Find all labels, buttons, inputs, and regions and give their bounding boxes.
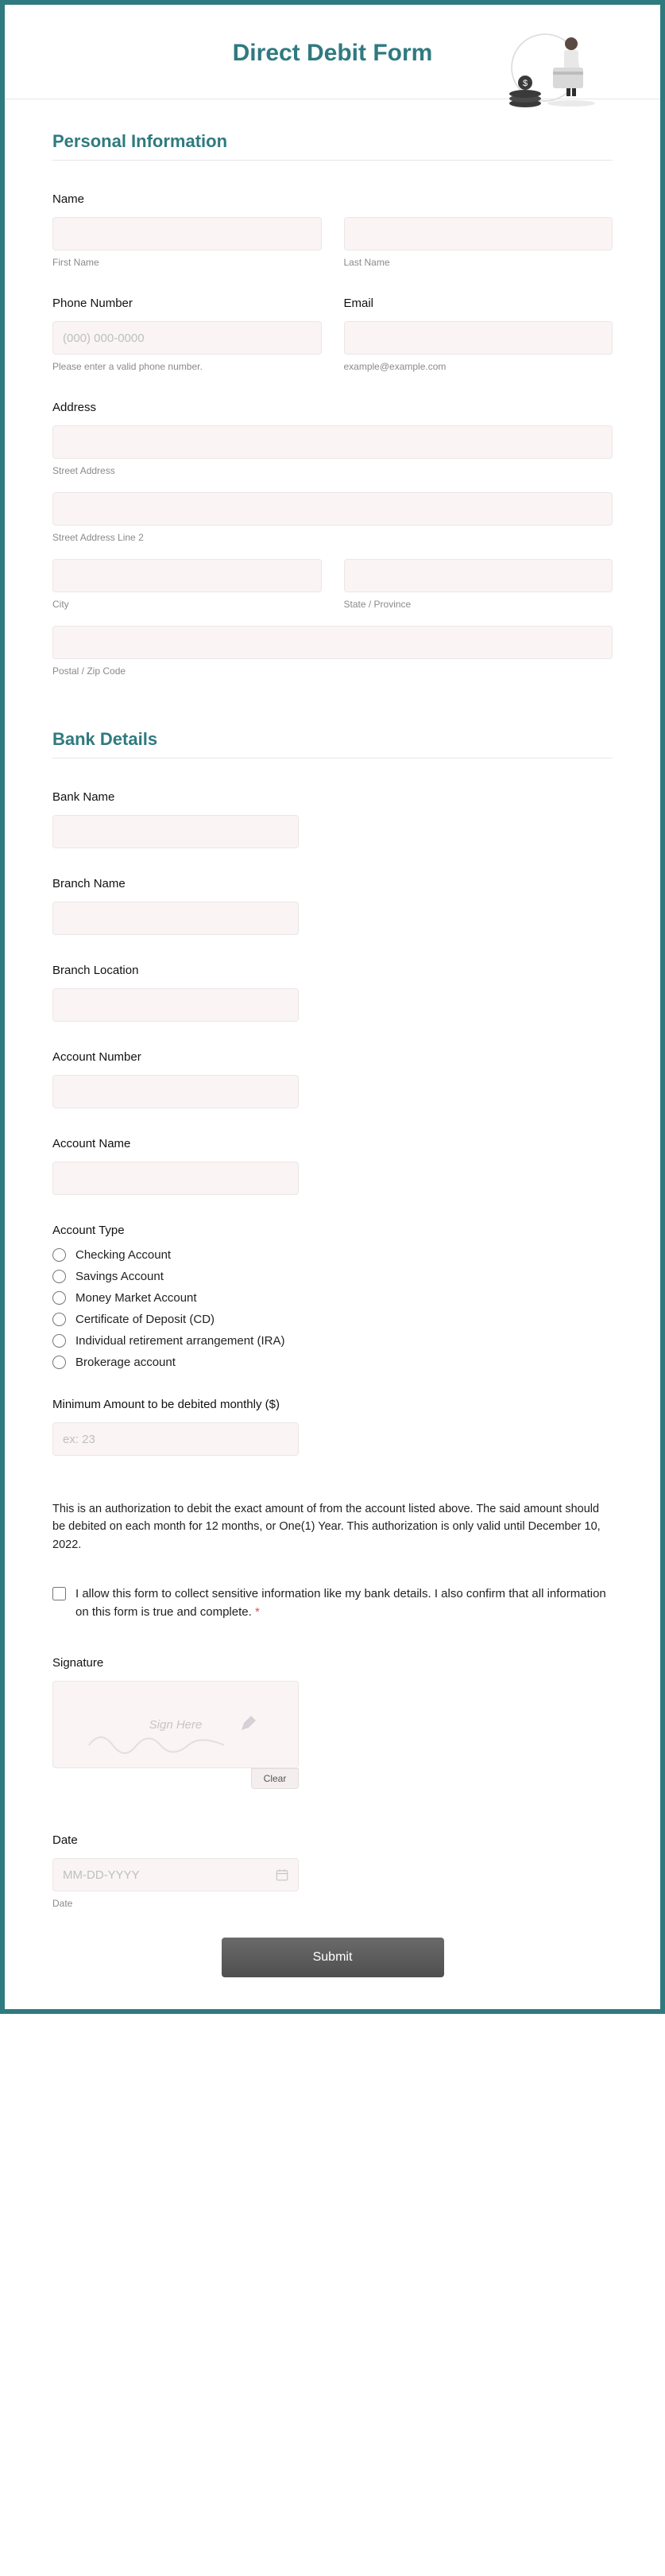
phone-input[interactable] xyxy=(52,321,322,355)
date-label: Date xyxy=(52,1833,613,1847)
phone-hint: Please enter a valid phone number. xyxy=(52,361,322,372)
min-amount-label: Minimum Amount to be debited monthly ($) xyxy=(52,1398,613,1411)
first-name-sublabel: First Name xyxy=(52,257,322,268)
consent-row: I allow this form to collect sensitive i… xyxy=(52,1585,613,1621)
account-type-radio-2[interactable] xyxy=(52,1291,66,1305)
name-group: Name First Name Last Name xyxy=(52,192,613,268)
section-personal-title: Personal Information xyxy=(52,131,613,152)
submit-button[interactable]: Submit xyxy=(222,1938,444,1977)
phone-email-group: Phone Number Please enter a valid phone … xyxy=(52,297,613,372)
city-input[interactable] xyxy=(52,559,322,592)
account-type-text-5: Brokerage account xyxy=(75,1356,176,1369)
account-type-text-0: Checking Account xyxy=(75,1248,171,1262)
account-type-radio-3[interactable] xyxy=(52,1313,66,1326)
email-input[interactable] xyxy=(344,321,613,355)
account-type-text-2: Money Market Account xyxy=(75,1291,197,1305)
street2-sublabel: Street Address Line 2 xyxy=(52,532,613,543)
city-sublabel: City xyxy=(52,599,322,610)
form-header: Direct Debit Form $ xyxy=(5,24,660,99)
account-type-radio-0[interactable] xyxy=(52,1248,66,1262)
street2-input[interactable] xyxy=(52,492,613,526)
svg-text:$: $ xyxy=(523,79,528,88)
branch-name-group: Branch Name xyxy=(52,877,613,935)
date-input[interactable] xyxy=(52,1858,299,1891)
consent-label: I allow this form to collect sensitive i… xyxy=(75,1585,613,1621)
branch-location-input[interactable] xyxy=(52,988,299,1022)
account-number-group: Account Number xyxy=(52,1050,613,1108)
email-hint: example@example.com xyxy=(344,361,613,372)
account-type-option: Savings Account xyxy=(52,1270,613,1283)
account-type-radio-5[interactable] xyxy=(52,1356,66,1369)
pen-icon xyxy=(239,1713,258,1732)
last-name-input[interactable] xyxy=(344,217,613,250)
account-type-option: Certificate of Deposit (CD) xyxy=(52,1313,613,1326)
signature-group: Signature Sign Here Clear xyxy=(52,1656,613,1789)
min-amount-input[interactable] xyxy=(52,1422,299,1456)
form-content: Personal Information Name First Name Las… xyxy=(5,99,660,1977)
date-sublabel: Date xyxy=(52,1898,613,1909)
name-label: Name xyxy=(52,192,613,206)
postal-input[interactable] xyxy=(52,626,613,659)
state-sublabel: State / Province xyxy=(344,599,613,610)
account-name-label: Account Name xyxy=(52,1137,613,1150)
consent-text: I allow this form to collect sensitive i… xyxy=(75,1587,606,1619)
account-type-group: Account Type Checking Account Savings Ac… xyxy=(52,1224,613,1369)
account-type-radio-4[interactable] xyxy=(52,1334,66,1348)
street1-input[interactable] xyxy=(52,425,613,459)
submit-row: Submit xyxy=(52,1938,613,1977)
branch-location-label: Branch Location xyxy=(52,964,613,977)
account-number-label: Account Number xyxy=(52,1050,613,1064)
branch-name-input[interactable] xyxy=(52,902,299,935)
last-name-sublabel: Last Name xyxy=(344,257,613,268)
account-type-text-1: Savings Account xyxy=(75,1270,164,1283)
address-label: Address xyxy=(52,401,613,414)
account-type-option: Individual retirement arrangement (IRA) xyxy=(52,1334,613,1348)
authorization-text: This is an authorization to debit the ex… xyxy=(52,1500,613,1554)
section-personal-divider xyxy=(52,160,613,161)
phone-label: Phone Number xyxy=(52,297,322,310)
signature-label: Signature xyxy=(52,1656,613,1670)
bank-name-input[interactable] xyxy=(52,815,299,848)
account-type-text-4: Individual retirement arrangement (IRA) xyxy=(75,1334,284,1348)
signature-scribble-icon xyxy=(85,1725,228,1754)
account-type-label: Account Type xyxy=(52,1224,613,1237)
branch-name-label: Branch Name xyxy=(52,877,613,890)
signature-pad[interactable]: Sign Here xyxy=(52,1681,299,1768)
state-input[interactable] xyxy=(344,559,613,592)
section-bank-title: Bank Details xyxy=(52,729,613,750)
branch-location-group: Branch Location xyxy=(52,964,613,1022)
account-name-input[interactable] xyxy=(52,1162,299,1195)
form-container: Direct Debit Form $ Personal Information… xyxy=(0,0,665,2014)
date-group: Date Date xyxy=(52,1833,613,1909)
bank-name-group: Bank Name xyxy=(52,790,613,848)
consent-checkbox[interactable] xyxy=(52,1587,66,1600)
account-name-group: Account Name xyxy=(52,1137,613,1195)
required-mark: * xyxy=(255,1605,260,1619)
bank-name-label: Bank Name xyxy=(52,790,613,804)
account-type-text-3: Certificate of Deposit (CD) xyxy=(75,1313,215,1326)
account-type-option: Brokerage account xyxy=(52,1356,613,1369)
page-title: Direct Debit Form xyxy=(233,40,433,67)
account-number-input[interactable] xyxy=(52,1075,299,1108)
min-amount-group: Minimum Amount to be debited monthly ($) xyxy=(52,1398,613,1456)
street1-sublabel: Street Address xyxy=(52,465,613,476)
first-name-input[interactable] xyxy=(52,217,322,250)
account-type-radio-1[interactable] xyxy=(52,1270,66,1283)
clear-signature-button[interactable]: Clear xyxy=(251,1768,299,1789)
header-illustration: $ xyxy=(477,24,613,119)
address-group: Address Street Address Street Address Li… xyxy=(52,401,613,677)
account-type-option: Money Market Account xyxy=(52,1291,613,1305)
account-type-option: Checking Account xyxy=(52,1248,613,1262)
postal-sublabel: Postal / Zip Code xyxy=(52,665,613,677)
email-label: Email xyxy=(344,297,613,310)
